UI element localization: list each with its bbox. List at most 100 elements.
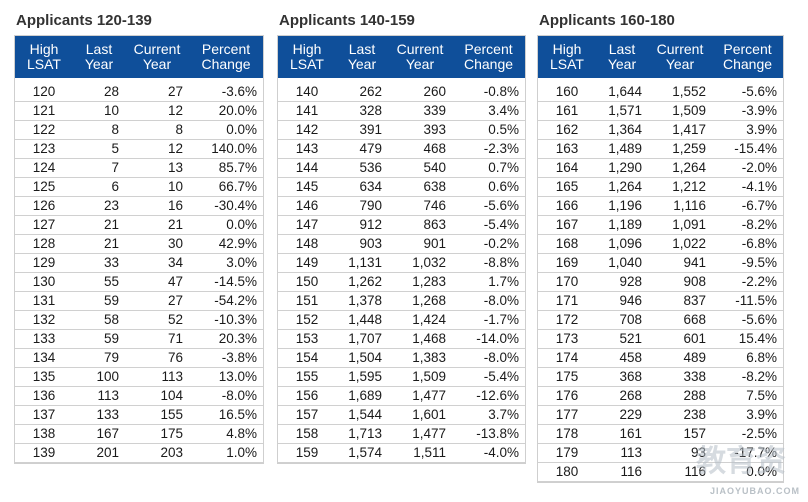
table-cell: 1,489 [596,139,648,159]
column-header: Current Year [648,36,712,81]
table-cell: 238 [648,405,712,425]
table-cell: 52 [125,310,189,330]
panel-title: Applicants 120-139 [16,12,152,29]
table-cell: 0.0% [712,462,783,482]
column-header: High LSAT [278,36,336,81]
table-cell: 175 [125,424,189,444]
table-cell: 58 [73,310,125,330]
table-row: 161 1,571 1,509 -3.9% [538,101,783,121]
table-cell: 66.7% [189,177,263,197]
table-cell: 21 [73,234,125,254]
table-cell: 3.0% [189,253,263,273]
table-cell: 153 [278,329,336,349]
table-row: 150 1,262 1,283 1.7% [278,272,525,292]
table-cell: -54.2% [189,291,263,311]
table-row: 134 79 76 -3.8% [15,348,263,368]
table-cell: 328 [336,101,388,121]
table-row: 123 5 12 140.0% [15,139,263,159]
table-cell: 8 [125,120,189,140]
table-cell: 33 [73,253,125,273]
table-header-row: High LSAT Last Year Current Year Percent Change [538,36,783,81]
table-cell: 160 [538,78,596,102]
table-cell: 59 [73,291,125,311]
table-cell: 143 [278,139,336,159]
table-cell: 20.3% [189,329,263,349]
table-cell: -0.2% [452,234,525,254]
table-cell: 129 [15,253,73,273]
table-row: 158 1,713 1,477 -13.8% [278,424,525,444]
table-cell: 1,096 [596,234,648,254]
table-cell: 156 [278,386,336,406]
table-cell: 167 [73,424,125,444]
table-row: 179 113 93 -17.7% [538,443,783,463]
table-cell: 180 [538,462,596,482]
table-cell: 154 [278,348,336,368]
column-header: Last Year [73,36,125,81]
table-row: 140 262 260 -0.8% [278,78,525,102]
table-row: 176 268 288 7.5% [538,386,783,406]
table-cell: -2.3% [452,139,525,159]
table-cell: 170 [538,272,596,292]
table-cell: 1,552 [648,78,712,102]
table-row: 166 1,196 1,116 -6.7% [538,196,783,216]
table-row: 169 1,040 941 -9.5% [538,253,783,273]
table-cell: 140 [278,78,336,102]
table-cell: 3.7% [452,405,525,425]
table-cell: 47 [125,272,189,292]
table-cell: 59 [73,329,125,349]
table-cell: 1,264 [596,177,648,197]
table-cell: 3.9% [712,405,783,425]
table-row: 175 368 338 -8.2% [538,367,783,387]
table-cell: 27 [125,78,189,102]
column-header: High LSAT [538,36,596,81]
table-cell: 16 [125,196,189,216]
table-row: 167 1,189 1,091 -8.2% [538,215,783,235]
column-header: Percent Change [452,36,525,81]
applicants-table: High LSAT Last Year Current Year Percent Change… [538,36,783,482]
table-cell: 174 [538,348,596,368]
table-row: 131 59 27 -54.2% [15,291,263,311]
table-cell: 1,091 [648,215,712,235]
table-cell: 152 [278,310,336,330]
panel-title: Applicants 140-159 [279,12,415,29]
table-cell: 166 [538,196,596,216]
table-cell: 161 [538,101,596,121]
table-cell: 863 [388,215,452,235]
table-cell: 668 [648,310,712,330]
table-row: 152 1,448 1,424 -1.7% [278,310,525,330]
table-cell: -8.0% [452,291,525,311]
table-cell: 27 [125,291,189,311]
table-cell: 179 [538,443,596,463]
table-row: 157 1,544 1,601 3.7% [278,405,525,425]
table-cell: 149 [278,253,336,273]
table-cell: 16.5% [189,405,263,425]
table-cell: 1.7% [452,272,525,292]
table-cell: 1,595 [336,367,388,387]
table-cell: 132 [15,310,73,330]
panel-applicants-120-139: Applicants 120-139 High LSAT Last Year Curre… [14,11,264,464]
table-cell: 133 [15,329,73,349]
table-cell: 172 [538,310,596,330]
table-cell: 13 [125,158,189,178]
table-row: 146 790 746 -5.6% [278,196,525,216]
panel-applicants-160-180: Applicants 160-180 High LSAT Last Year Curre… [537,11,784,483]
table-cell: 164 [538,158,596,178]
table-cell: -6.8% [712,234,783,254]
table-cell: 21 [73,215,125,235]
table-cell: 141 [278,101,336,121]
table-cell: 3.9% [712,120,783,140]
table-cell: 155 [125,405,189,425]
table-row: 137 133 155 16.5% [15,405,263,425]
table-cell: 1,689 [336,386,388,406]
applicants-table: High LSAT Last Year Current Year Percent Change… [278,36,525,463]
table-cell: -6.7% [712,196,783,216]
table-row: 132 58 52 -10.3% [15,310,263,330]
table-row: 155 1,595 1,509 -5.4% [278,367,525,387]
table-cell: -8.2% [712,367,783,387]
table-row: 168 1,096 1,022 -6.8% [538,234,783,254]
table-cell: 42.9% [189,234,263,254]
table-cell: 148 [278,234,336,254]
column-header: Last Year [596,36,648,81]
panel-title: Applicants 160-180 [539,12,675,29]
table-cell: 85.7% [189,158,263,178]
